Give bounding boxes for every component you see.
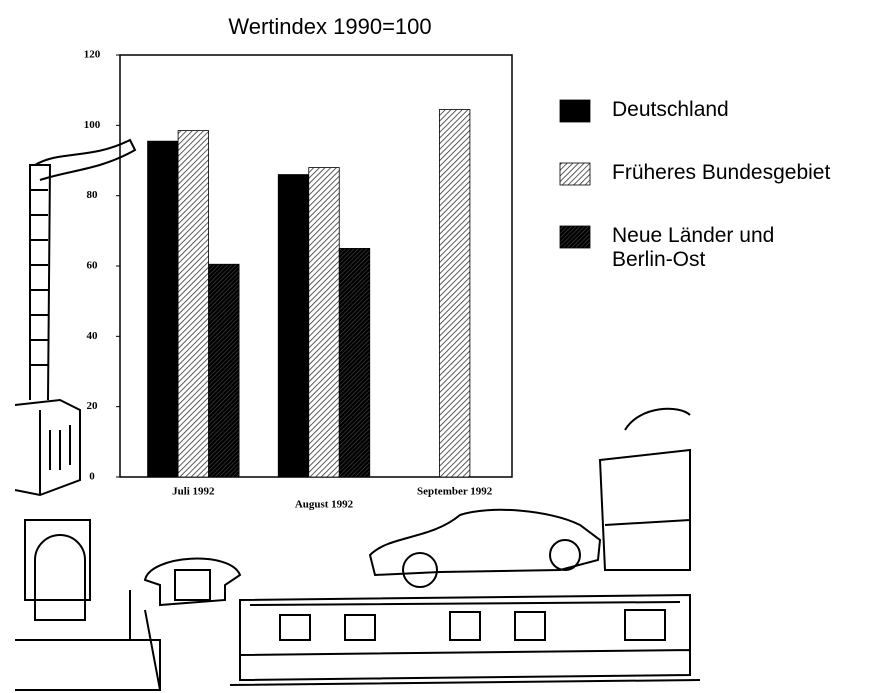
bar bbox=[148, 141, 179, 477]
legend-label-box: Deutschland bbox=[612, 98, 842, 158]
legend-label: Früheres Bundesgebiet bbox=[612, 161, 842, 185]
legend-swatch bbox=[560, 226, 590, 248]
y-tick-label: 20 bbox=[87, 400, 99, 412]
y-tick-label: 100 bbox=[84, 119, 101, 131]
legend-label: Deutschland bbox=[612, 98, 842, 122]
x-tick-label: Juli 1992 bbox=[172, 486, 215, 498]
bar bbox=[178, 131, 209, 477]
chart: Wertindex 1990=100 0 20 40 60 80 100 120 Juli 1… bbox=[0, 0, 896, 693]
legend-label-box: Neue Länder und Berlin-Ost bbox=[612, 224, 842, 284]
bar bbox=[209, 264, 240, 477]
x-tick-label: August 1992 bbox=[295, 499, 354, 511]
y-tick-label: 120 bbox=[84, 49, 101, 61]
y-tick-label: 80 bbox=[87, 189, 99, 201]
legend-swatch bbox=[560, 100, 590, 122]
y-tick-label: 60 bbox=[87, 260, 99, 272]
bar bbox=[278, 175, 309, 477]
bar bbox=[309, 168, 340, 477]
bar bbox=[439, 110, 470, 477]
y-tick-label: 40 bbox=[87, 330, 99, 342]
y-tick-label: 0 bbox=[89, 471, 95, 483]
legend-label: Neue Länder und Berlin-Ost bbox=[612, 224, 802, 272]
legend-label-box: Früheres Bundesgebiet bbox=[612, 161, 842, 221]
bar bbox=[339, 248, 370, 477]
x-tick-label: September 1992 bbox=[417, 486, 493, 498]
chart-title: Wertindex 1990=100 bbox=[228, 14, 431, 39]
legend-swatch bbox=[560, 163, 590, 185]
